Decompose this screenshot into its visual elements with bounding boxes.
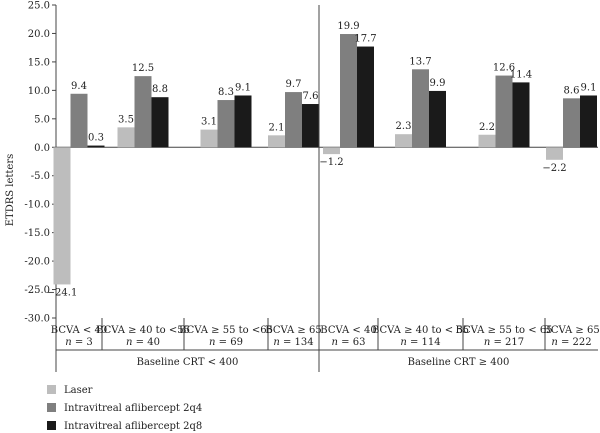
data-label: 8.6 — [564, 85, 580, 96]
bar — [217, 100, 235, 148]
legend-swatch — [47, 385, 56, 394]
data-label: 2.3 — [396, 121, 412, 132]
data-label: −1.2 — [319, 157, 343, 168]
bar — [117, 127, 135, 148]
category-n-label: n = 114 — [400, 337, 440, 348]
bar — [323, 147, 340, 155]
data-label: −2.2 — [542, 163, 566, 174]
data-label: 9.4 — [71, 81, 87, 92]
y-tick-label: -10.0 — [24, 200, 50, 211]
bar — [495, 75, 513, 148]
bar — [412, 69, 429, 148]
data-label: 8.8 — [152, 84, 168, 95]
bars — [53, 34, 597, 285]
y-tick-label: -25.0 — [24, 285, 50, 296]
category-n-label: n = 3 — [65, 337, 93, 348]
data-label: 9.1 — [581, 82, 597, 93]
data-label: 13.7 — [409, 56, 431, 67]
category-n-label: n = 217 — [484, 337, 524, 348]
data-label: 19.9 — [337, 21, 359, 32]
bar — [70, 93, 88, 148]
y-tick-label: 20.0 — [28, 29, 50, 40]
category-n-label: n = 63 — [332, 337, 366, 348]
bar — [200, 129, 218, 148]
category-n-label: n = 69 — [209, 337, 243, 348]
category-label: BCVA ≥ 55 to <65 — [179, 325, 273, 336]
y-tick-label: -5.0 — [31, 171, 50, 182]
data-label: 0.3 — [88, 133, 104, 144]
category-n-label: n = 134 — [273, 337, 313, 348]
data-label: 17.7 — [354, 34, 376, 45]
data-label: 12.6 — [493, 63, 515, 74]
y-tick-label: -20.0 — [24, 257, 50, 268]
bar — [134, 76, 152, 148]
legend-swatch — [47, 421, 56, 430]
legend-label: Intravitreal aflibercept 2q8 — [64, 421, 202, 432]
y-tick-label: 5.0 — [34, 114, 50, 125]
legend: Laser Intravitreal aflibercept 2q4 Intravi… — [47, 385, 202, 432]
category-n-label: n = 222 — [551, 337, 591, 348]
category-label: BCVA ≥ 65 — [543, 325, 599, 336]
bar — [357, 46, 374, 148]
category-label: BCVA < 40 — [320, 325, 376, 336]
category-n-label: n = 40 — [126, 337, 160, 348]
bar — [234, 95, 252, 148]
bar — [53, 147, 71, 285]
legend-label: Intravitreal aflibercept 2q4 — [64, 403, 202, 414]
y-tick-label: 25.0 — [28, 1, 50, 12]
data-label: 7.6 — [303, 91, 319, 102]
bar — [563, 98, 580, 148]
category-label: BCVA ≥ 65 — [265, 325, 321, 336]
bar — [340, 34, 357, 148]
legend-swatch — [47, 403, 56, 412]
legend-label: Laser — [64, 385, 93, 396]
data-label: 9.7 — [286, 79, 302, 90]
category-label: BCVA ≥ 40 to < 55 — [372, 325, 469, 336]
category-label: BCVA ≥ 40 to <55 — [96, 325, 190, 336]
group-label: Baseline CRT ≥ 400 — [408, 357, 510, 368]
y-tick-label: 15.0 — [28, 57, 50, 68]
bar — [268, 135, 285, 148]
bar — [546, 147, 563, 160]
data-label: 9.1 — [235, 82, 251, 93]
y-tick-label: -30.0 — [24, 314, 50, 325]
data-label: 9.9 — [430, 78, 446, 89]
bar — [302, 104, 319, 148]
data-label: 12.5 — [132, 63, 154, 74]
data-labels: −24.19.40.33.512.58.83.18.3 9.12.19.77.6−… — [47, 21, 597, 298]
y-axis-title: ETDRS letters — [5, 154, 16, 227]
group-label: Baseline CRT < 400 — [137, 357, 239, 368]
data-label: 8.3 — [218, 87, 234, 98]
y-axis: 25.0 20.0 15.0 10.0 5.0 0.0 -5.0 -10.0 -15.0 -20.… — [24, 1, 598, 372]
data-label: 2.1 — [269, 122, 285, 133]
data-label: −24.1 — [47, 287, 78, 298]
bar — [395, 134, 412, 148]
data-label: 2.2 — [479, 122, 495, 133]
bar — [285, 92, 302, 148]
bar — [478, 134, 496, 148]
bar — [151, 97, 169, 148]
bar — [512, 82, 530, 148]
bar — [87, 145, 105, 148]
bar — [429, 90, 446, 148]
y-tick-label: 10.0 — [28, 86, 50, 97]
category-label: BCVA ≥ 55 to < 65 — [455, 325, 552, 336]
data-label: 3.5 — [118, 114, 134, 125]
y-tick-label: 0.0 — [34, 143, 50, 154]
y-tick-label: -15.0 — [24, 228, 50, 239]
data-label: 3.1 — [201, 117, 217, 128]
category-label: BCVA < 40 — [51, 325, 107, 336]
data-label: 11.4 — [510, 69, 532, 80]
bar — [580, 95, 597, 148]
